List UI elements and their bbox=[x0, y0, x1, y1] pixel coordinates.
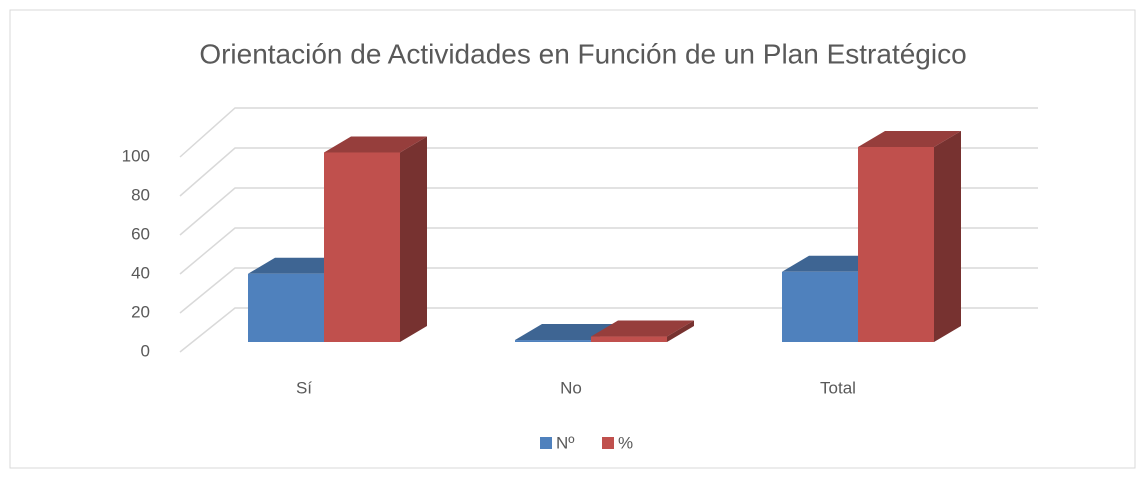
y-tick-label: 80 bbox=[131, 185, 150, 204]
grid-line bbox=[179, 187, 1038, 236]
y-tick-label: 20 bbox=[131, 302, 150, 321]
bar-side bbox=[667, 320, 694, 342]
legend-swatch bbox=[602, 437, 614, 449]
y-tick-label: 0 bbox=[141, 341, 150, 360]
bar bbox=[324, 152, 400, 342]
grid-line bbox=[179, 147, 1038, 197]
bar-top bbox=[858, 131, 961, 147]
legend-swatch bbox=[540, 437, 552, 449]
chart-title: Orientación de Actividades en Función de… bbox=[199, 38, 966, 69]
bar bbox=[858, 147, 934, 342]
grid-line bbox=[179, 307, 1038, 353]
bar-top bbox=[324, 136, 427, 153]
bar bbox=[782, 271, 858, 342]
x-tick-label: Total bbox=[820, 378, 856, 397]
legend-label: Nº bbox=[556, 433, 575, 452]
x-tick-label: No bbox=[560, 378, 582, 397]
legend-label: % bbox=[618, 433, 633, 452]
bar bbox=[591, 336, 667, 342]
y-tick-label: 100 bbox=[122, 146, 150, 165]
bar bbox=[248, 273, 324, 342]
grid-line bbox=[179, 107, 1038, 158]
y-tick-label: 60 bbox=[131, 224, 150, 243]
bar bbox=[515, 340, 591, 342]
bar-side bbox=[400, 136, 427, 342]
bar-top bbox=[591, 320, 694, 337]
grid-line bbox=[179, 267, 1038, 314]
bar-side bbox=[934, 131, 961, 342]
grid-line bbox=[179, 227, 1038, 275]
y-tick-label: 40 bbox=[131, 263, 150, 282]
chart-border bbox=[9, 9, 1136, 469]
x-tick-label: Sí bbox=[296, 378, 312, 397]
